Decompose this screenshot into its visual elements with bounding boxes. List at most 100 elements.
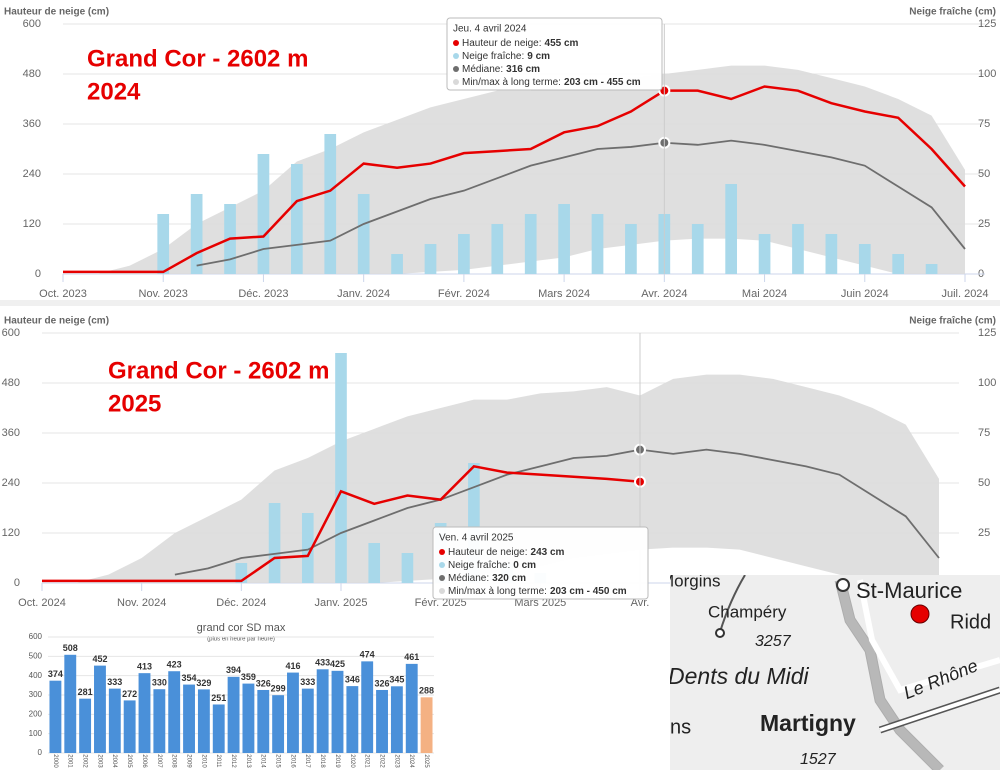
x-tick-label: Juin 2024	[841, 288, 889, 300]
fresh-snow-bar	[625, 224, 637, 274]
tooltip-label: Hauteur de neige:	[448, 547, 528, 558]
bar	[183, 684, 195, 753]
bar	[361, 661, 374, 753]
x-tick-label: Mars 2025	[514, 597, 566, 609]
chart-subtitle: 2024	[87, 78, 141, 105]
map-label: 3257	[755, 633, 792, 650]
value-label: 354	[182, 673, 197, 683]
tooltip-value: 316 cm	[506, 64, 540, 75]
y-axis-title: Hauteur de neige (cm)	[4, 7, 109, 18]
tooltip-value: 9 cm	[527, 51, 550, 62]
bar	[316, 669, 329, 753]
value-label: 326	[375, 678, 390, 688]
value-label: 416	[285, 661, 300, 671]
x-tick-label: Déc. 2024	[216, 597, 266, 609]
x-tick-label: Mai 2024	[742, 288, 787, 300]
bar	[346, 686, 359, 753]
value-label: 326	[256, 678, 271, 688]
bar	[376, 689, 388, 753]
y-tick-label: 480	[23, 68, 41, 80]
y-tick-label: 200	[29, 709, 43, 718]
fresh-snow-bar	[458, 234, 470, 274]
tooltip-value: 455 cm	[545, 38, 579, 49]
x-tick-label: 2015	[275, 754, 281, 768]
bar	[123, 700, 136, 753]
map-label: St-Maurice	[856, 578, 962, 603]
y-tick-label: 0	[35, 268, 41, 280]
tooltip-label: Hauteur de neige:	[462, 38, 542, 49]
y-axis-title: Hauteur de neige (cm)	[4, 316, 109, 327]
x-tick-label: Avr.	[631, 597, 650, 609]
tooltip-date: Ven. 4 avril 2025	[439, 533, 514, 544]
x-tick-label: Nov. 2023	[139, 288, 188, 300]
tooltip-dot	[453, 79, 459, 85]
x-tick-label: 2004	[111, 754, 117, 768]
line-series	[63, 85, 966, 274]
fresh-snow-bar	[301, 513, 314, 583]
town-marker	[715, 628, 725, 638]
bar	[138, 673, 151, 753]
bar	[153, 689, 166, 753]
y2-tick-label: 50	[978, 168, 990, 180]
x-tick-label: Janv. 2024	[337, 288, 390, 300]
x-tick-label: 2016	[289, 754, 295, 768]
fresh-snow-bar	[357, 194, 370, 274]
x-tick-label: Juil. 2024	[941, 288, 988, 300]
bar	[79, 698, 92, 753]
map-label: Dents du Midi	[668, 663, 810, 689]
value-label: 281	[78, 687, 93, 697]
bar	[108, 688, 121, 753]
map-label: Ridd	[950, 611, 991, 633]
tooltip-value: 203 cm - 450 cm	[550, 586, 627, 597]
x-tick-label: 2022	[378, 754, 384, 768]
value-label: 272	[122, 689, 137, 699]
bar	[390, 686, 403, 753]
fresh-snow-bar	[335, 353, 347, 583]
fresh-snow-bar	[235, 563, 248, 583]
bar	[287, 672, 299, 753]
y-tick-label: 240	[2, 477, 20, 489]
y2-tick-label: 50	[978, 477, 990, 489]
tooltip-value: 243 cm	[531, 547, 565, 558]
tooltip-label: Médiane:	[448, 573, 489, 584]
value-label: 330	[152, 678, 167, 688]
value-label: 333	[300, 677, 315, 687]
fresh-snow-bar	[558, 204, 570, 274]
x-tick-label: 2024	[408, 754, 414, 768]
tooltip-dot	[439, 575, 445, 581]
y-tick-label: 500	[29, 651, 43, 660]
tooltip-dot	[453, 66, 459, 72]
x-tick-label: 2010	[200, 754, 206, 768]
y2-tick-label: 25	[978, 527, 990, 539]
fresh-snow-bar	[691, 224, 704, 274]
bar	[227, 676, 240, 753]
value-label: 425	[330, 659, 345, 669]
value-label: 329	[196, 678, 211, 688]
road-edge	[834, 578, 944, 770]
fresh-snow-bar	[324, 134, 337, 274]
tooltip-row: Hauteur de neige: 243 cm	[448, 547, 565, 558]
y-tick-label: 480	[2, 377, 20, 389]
x-tick-label: Janv. 2025	[314, 597, 367, 609]
x-tick-label: Oct. 2024	[18, 597, 66, 609]
fresh-snow-bar	[401, 553, 414, 583]
fresh-snow-bar	[368, 543, 381, 583]
tooltip-label: Neige fraîche:	[448, 560, 510, 571]
chart-title: Grand Cor - 2602 m	[87, 45, 308, 72]
fresh-snow-bar	[825, 234, 838, 274]
road	[835, 578, 944, 770]
tooltip-label: Min/max à long terme:	[462, 77, 561, 88]
y-tick-label: 300	[29, 690, 43, 699]
value-label: 508	[63, 643, 78, 653]
bar	[242, 683, 255, 753]
y-tick-label: 360	[23, 118, 41, 130]
x-tick-label: Avr. 2024	[641, 288, 687, 300]
bar	[94, 665, 106, 753]
y-tick-label: 120	[2, 527, 20, 539]
bar	[405, 663, 418, 753]
map-label: Champéry	[708, 602, 787, 621]
line-series	[174, 448, 940, 576]
x-tick-label: 2012	[230, 754, 236, 768]
tooltip-label: Min/max à long terme:	[448, 586, 547, 597]
